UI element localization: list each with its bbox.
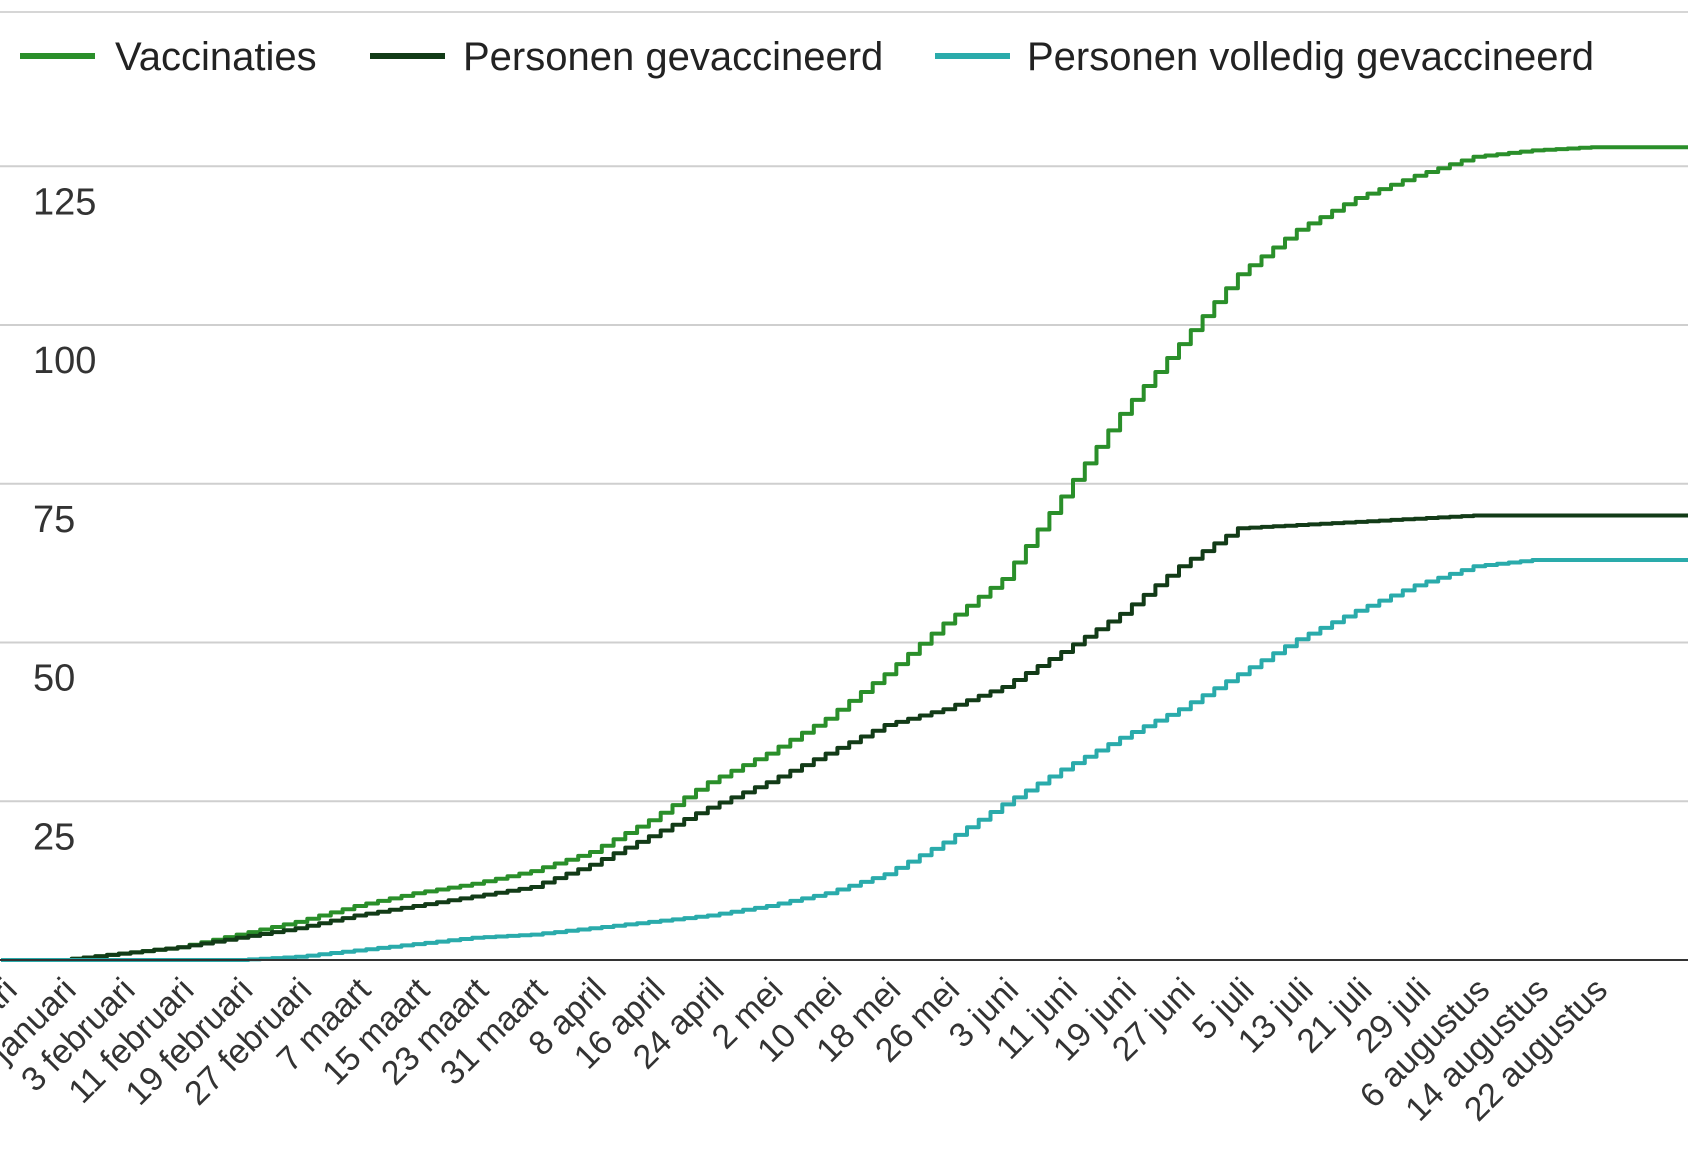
gridlines <box>0 165 1688 803</box>
series-line-2 <box>1 558 1688 962</box>
y-tick-label-100: 100 <box>33 340 96 382</box>
y-tick-label-25: 25 <box>33 816 75 858</box>
legend-label-personen-volledig-gevaccineerd: Personen volledig gevaccineerd <box>1027 35 1594 79</box>
y-tick-label-50: 50 <box>33 658 75 700</box>
legend-label-personen-gevaccineerd: Personen gevaccineerd <box>463 35 883 79</box>
y-tick-label-125: 125 <box>33 181 96 223</box>
series-lines <box>1 145 1688 962</box>
series-line-0 <box>1 145 1688 962</box>
y-tick-label-75: 75 <box>33 499 75 541</box>
legend: Vaccinaties Personen gevaccineerd Person… <box>20 35 1594 79</box>
series-line-1 <box>1 513 1688 962</box>
y-axis-ticks: 25 50 75 100 125 <box>33 181 96 858</box>
legend-label-vaccinaties: Vaccinaties <box>115 35 317 79</box>
